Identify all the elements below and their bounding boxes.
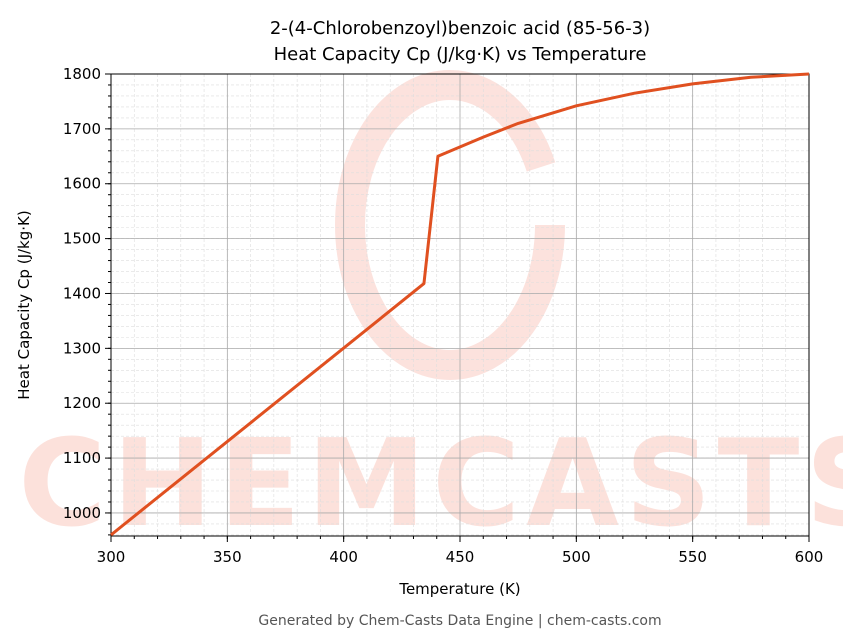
x-tick-label: 400 xyxy=(329,548,358,566)
series-line xyxy=(110,72,810,537)
x-tick-label: 300 xyxy=(97,548,126,566)
y-tick-label: 1800 xyxy=(63,65,101,83)
x-axis-label: Temperature (K) xyxy=(398,580,520,598)
y-tick-label: 1000 xyxy=(63,504,101,522)
x-tick-label: 350 xyxy=(213,548,242,566)
x-tick-label: 500 xyxy=(562,548,591,566)
y-tick-label: 1200 xyxy=(63,394,101,412)
svg-text:CHEMCASTS: CHEMCASTS xyxy=(18,415,843,554)
watermark: CHEMCASTS xyxy=(18,70,843,554)
y-tick-label: 1700 xyxy=(63,120,101,138)
y-tick-label: 1600 xyxy=(63,175,101,193)
x-tick-label: 550 xyxy=(678,548,707,566)
footer: Generated by Chem-Casts Data Engine | ch… xyxy=(258,613,661,629)
chart-title: 2-(4-Chlorobenzoyl)benzoic acid (85-56-3… xyxy=(270,18,650,39)
x-tick-label: 450 xyxy=(446,548,475,566)
chart-subtitle: Heat Capacity Cp (J/kg·K) vs Temperature xyxy=(274,44,647,65)
y-tick-label: 1100 xyxy=(63,449,101,467)
y-axis-label: Heat Capacity Cp (J/kg·K) xyxy=(15,210,33,399)
x-tick-label: 600 xyxy=(795,548,824,566)
y-tick-label: 1400 xyxy=(63,284,101,302)
y-tick-label: 1500 xyxy=(63,230,101,248)
y-tick-label: 1300 xyxy=(63,339,101,357)
